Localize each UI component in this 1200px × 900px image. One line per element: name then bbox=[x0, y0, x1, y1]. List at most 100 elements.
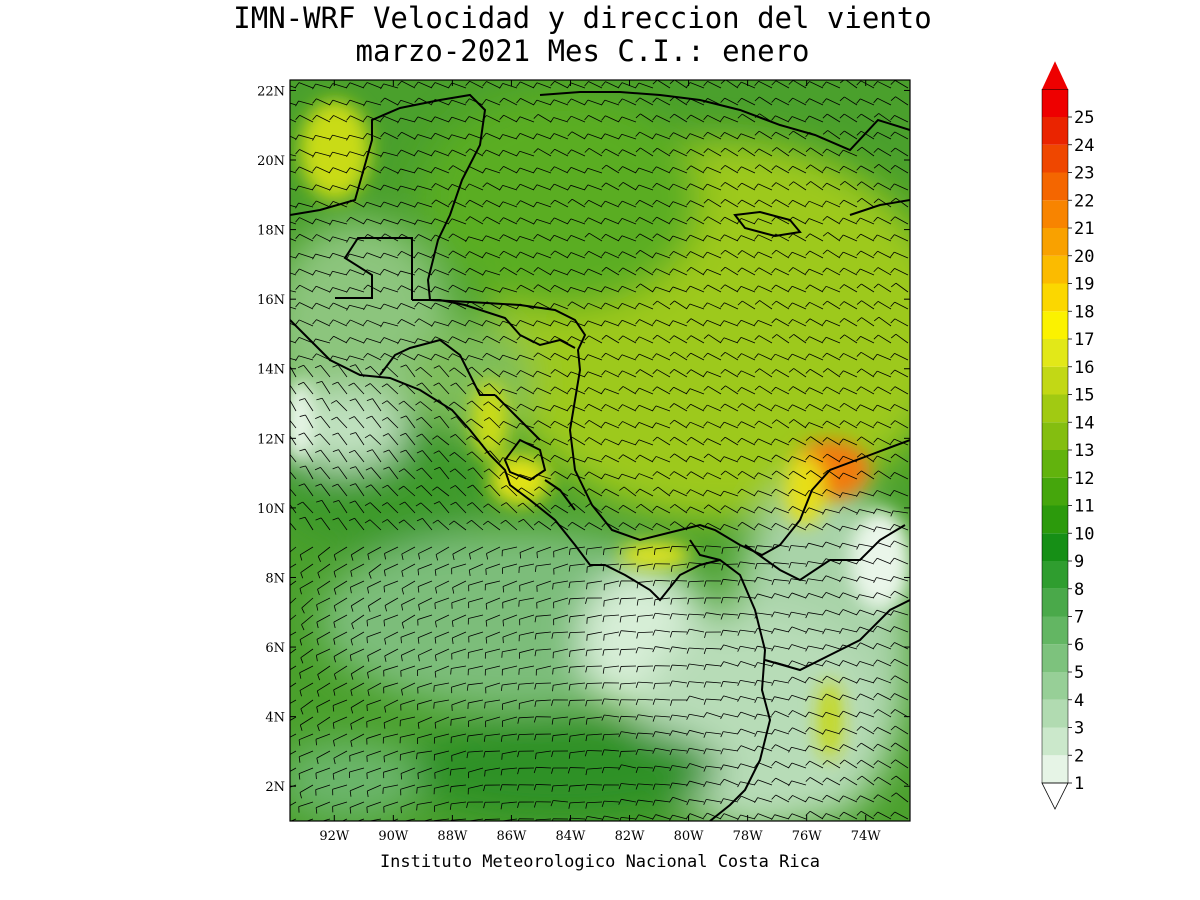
wind-barb-flag bbox=[298, 483, 305, 487]
wind-barb-staff bbox=[757, 612, 773, 616]
wind-barb-flag bbox=[669, 782, 673, 789]
wind-barb-staff bbox=[757, 490, 773, 497]
wind-barb-staff bbox=[826, 319, 841, 327]
wind-barb-staff bbox=[290, 522, 297, 531]
wind-barb-staff bbox=[366, 631, 382, 638]
wind-barb-flag bbox=[703, 166, 708, 173]
wind-barb-flag bbox=[550, 800, 554, 807]
wind-barb-staff bbox=[351, 665, 365, 675]
wind-barb-flag bbox=[669, 730, 673, 737]
wind-barb-flag bbox=[516, 386, 522, 392]
wind-barb-flag bbox=[431, 302, 436, 308]
wind-barb-flag bbox=[414, 167, 419, 173]
wind-barb-flag bbox=[873, 301, 879, 306]
wind-barb-flag bbox=[568, 667, 571, 674]
wind-barb-flag bbox=[500, 803, 503, 810]
lon-tick-label: 92W bbox=[319, 829, 350, 844]
wind-barb-flag bbox=[448, 353, 453, 359]
wind-barb-staff bbox=[759, 164, 773, 174]
wind-barb-flag bbox=[502, 620, 504, 627]
wind-barb-staff bbox=[741, 455, 756, 463]
wind-barb-staff bbox=[656, 166, 671, 174]
wind-barb-flag bbox=[349, 790, 352, 797]
wind-barb-staff bbox=[435, 546, 450, 555]
wind-barb-flag bbox=[333, 588, 337, 595]
wind-barb-flag bbox=[466, 519, 472, 525]
wind-barb-staff bbox=[638, 82, 654, 89]
wind-barb-staff bbox=[570, 733, 586, 737]
wind-barb-staff bbox=[894, 216, 909, 225]
wind-barb-staff bbox=[290, 135, 297, 140]
wind-barb-flag bbox=[805, 523, 810, 529]
wind-barb-flag bbox=[890, 96, 896, 101]
wind-barb-staff bbox=[706, 748, 722, 752]
wind-barb-flag bbox=[669, 714, 673, 721]
wind-barb-flag bbox=[686, 681, 690, 688]
lat-tick-label: 2N bbox=[265, 780, 285, 795]
wind-barb-staff bbox=[825, 592, 841, 599]
wind-barb-staff bbox=[400, 631, 416, 638]
wind-barb-staff bbox=[758, 420, 773, 429]
wind-barb-flag bbox=[635, 699, 639, 706]
wind-barb-staff bbox=[571, 115, 586, 123]
wind-barb-flag bbox=[856, 317, 862, 322]
wind-barb-staff bbox=[621, 783, 637, 786]
wind-barb-flag bbox=[670, 699, 673, 706]
wind-barb-staff bbox=[452, 233, 467, 242]
wind-barb-staff bbox=[655, 629, 671, 633]
wind-barb-flag bbox=[349, 587, 352, 594]
wind-barb-flag bbox=[703, 352, 708, 358]
wind-barb-staff bbox=[434, 150, 450, 157]
wind-barb-flag bbox=[397, 251, 402, 257]
wind-barb-flag bbox=[551, 632, 554, 639]
wind-barb-staff bbox=[587, 167, 603, 174]
wind-barb-staff bbox=[333, 682, 348, 691]
wind-barb-staff bbox=[417, 784, 433, 788]
wind-barb-staff bbox=[792, 199, 807, 208]
wind-barb-staff bbox=[673, 149, 688, 157]
wind-barb-flag bbox=[536, 552, 538, 559]
wind-barb-staff bbox=[809, 284, 824, 293]
wind-barb-staff bbox=[859, 711, 875, 718]
wind-barb-flag bbox=[584, 168, 589, 174]
wind-barb-flag bbox=[635, 353, 640, 360]
wind-barb-flag bbox=[499, 389, 504, 395]
wind-barb-staff bbox=[622, 404, 637, 412]
wind-barb-flag bbox=[533, 801, 537, 808]
wind-barb-flag bbox=[551, 785, 554, 792]
wind-barb-staff bbox=[469, 183, 484, 191]
wind-barb-flag bbox=[365, 467, 372, 471]
wind-barb-staff bbox=[485, 563, 501, 570]
wind-barb-staff bbox=[740, 679, 756, 684]
wind-barb-staff bbox=[605, 454, 620, 463]
wind-barb-flag bbox=[346, 217, 351, 223]
wind-barb-flag bbox=[635, 454, 641, 460]
wind-barb-staff bbox=[775, 404, 790, 412]
wind-barb-flag bbox=[448, 284, 454, 290]
wind-barb-staff bbox=[383, 801, 399, 808]
wind-barb-staff bbox=[520, 81, 535, 89]
wind-barb-staff bbox=[809, 403, 824, 412]
wind-barb-staff bbox=[792, 353, 807, 361]
wind-barb-staff bbox=[570, 716, 586, 720]
wind-barb-flag bbox=[737, 711, 742, 718]
wind-barb-flag bbox=[788, 319, 793, 325]
wind-barb-flag bbox=[348, 517, 355, 522]
wind-barb-staff bbox=[405, 415, 416, 429]
lon-tick-label: 88W bbox=[437, 829, 468, 844]
wind-barb-flag bbox=[805, 302, 810, 308]
wind-barb-staff bbox=[355, 466, 365, 480]
wind-barb-staff bbox=[417, 219, 433, 225]
wind-barb-staff bbox=[485, 597, 501, 605]
wind-barb-staff bbox=[536, 665, 552, 670]
wind-barb-flag bbox=[516, 150, 521, 157]
wind-barb-flag bbox=[448, 116, 453, 123]
wind-barb-flag bbox=[533, 454, 539, 459]
wind-barb-flag bbox=[839, 301, 845, 307]
wind-barb-flag bbox=[618, 630, 622, 637]
wind-barb-flag bbox=[533, 437, 538, 443]
wind-barb-staff bbox=[350, 216, 365, 225]
wind-barb-flag bbox=[890, 404, 895, 410]
wind-barb-staff bbox=[758, 472, 773, 480]
wind-barb-staff bbox=[894, 472, 909, 480]
